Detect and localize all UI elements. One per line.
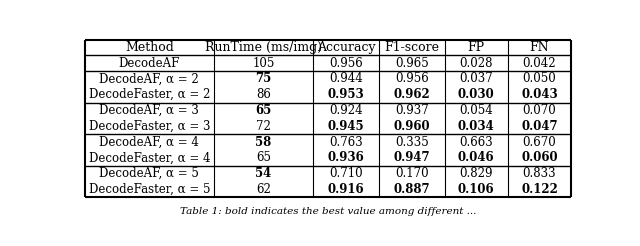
Text: DecodeFaster, α = 5: DecodeFaster, α = 5 [88,183,210,196]
Text: 54: 54 [255,167,272,180]
Text: 0.028: 0.028 [460,57,493,70]
Text: DecodeAF: DecodeAF [118,57,180,70]
Text: 0.670: 0.670 [523,136,556,149]
Text: DecodeAF, α = 5: DecodeAF, α = 5 [99,167,199,180]
Text: 0.335: 0.335 [395,136,429,149]
Text: Table 1: bold indicates the best value among different ...: Table 1: bold indicates the best value a… [180,207,476,216]
Text: 0.034: 0.034 [458,120,495,133]
Text: DecodeAF, α = 3: DecodeAF, α = 3 [99,104,199,117]
Text: 0.937: 0.937 [395,104,429,117]
Text: 0.030: 0.030 [458,88,495,101]
Text: 65: 65 [255,104,272,117]
Text: FN: FN [530,41,549,54]
Text: 0.965: 0.965 [395,57,429,70]
Text: 0.046: 0.046 [458,151,495,164]
Text: 0.763: 0.763 [330,136,363,149]
Text: DecodeFaster, α = 3: DecodeFaster, α = 3 [88,120,210,133]
Text: 0.170: 0.170 [395,167,429,180]
Text: DecodeAF, α = 2: DecodeAF, α = 2 [99,73,199,86]
Text: 65: 65 [256,151,271,164]
Text: 0.106: 0.106 [458,183,495,196]
Text: FP: FP [468,41,485,54]
Text: Method: Method [125,41,174,54]
Text: 0.833: 0.833 [523,167,556,180]
Text: 0.887: 0.887 [394,183,430,196]
Text: 0.070: 0.070 [523,104,556,117]
Text: 0.953: 0.953 [328,88,365,101]
Text: 62: 62 [256,183,271,196]
Text: 0.060: 0.060 [521,151,557,164]
Text: F1-score: F1-score [385,41,439,54]
Text: 75: 75 [255,73,272,86]
Text: 0.037: 0.037 [460,73,493,86]
Text: 58: 58 [255,136,272,149]
Text: 0.962: 0.962 [394,88,430,101]
Text: 0.043: 0.043 [521,88,558,101]
Text: 0.829: 0.829 [460,167,493,180]
Text: 0.956: 0.956 [330,57,363,70]
Text: 0.916: 0.916 [328,183,365,196]
Text: 0.944: 0.944 [330,73,363,86]
Text: 86: 86 [256,88,271,101]
Text: DecodeFaster, α = 2: DecodeFaster, α = 2 [89,88,210,101]
Text: 0.663: 0.663 [460,136,493,149]
Text: 0.054: 0.054 [460,104,493,117]
Text: 105: 105 [252,57,275,70]
Text: 0.947: 0.947 [394,151,430,164]
Text: 0.122: 0.122 [521,183,558,196]
Text: DecodeFaster, α = 4: DecodeFaster, α = 4 [88,151,210,164]
Text: DecodeAF, α = 4: DecodeAF, α = 4 [99,136,199,149]
Text: 0.042: 0.042 [523,57,556,70]
Text: 0.936: 0.936 [328,151,365,164]
Text: 0.956: 0.956 [395,73,429,86]
Text: 0.960: 0.960 [394,120,430,133]
Text: 72: 72 [256,120,271,133]
Text: 0.924: 0.924 [330,104,363,117]
Text: 0.945: 0.945 [328,120,365,133]
Text: RunTime (ms/img): RunTime (ms/img) [205,41,322,54]
Text: 0.047: 0.047 [521,120,557,133]
Text: 0.710: 0.710 [330,167,363,180]
Text: Accuracy: Accuracy [317,41,376,54]
Text: 0.050: 0.050 [523,73,556,86]
